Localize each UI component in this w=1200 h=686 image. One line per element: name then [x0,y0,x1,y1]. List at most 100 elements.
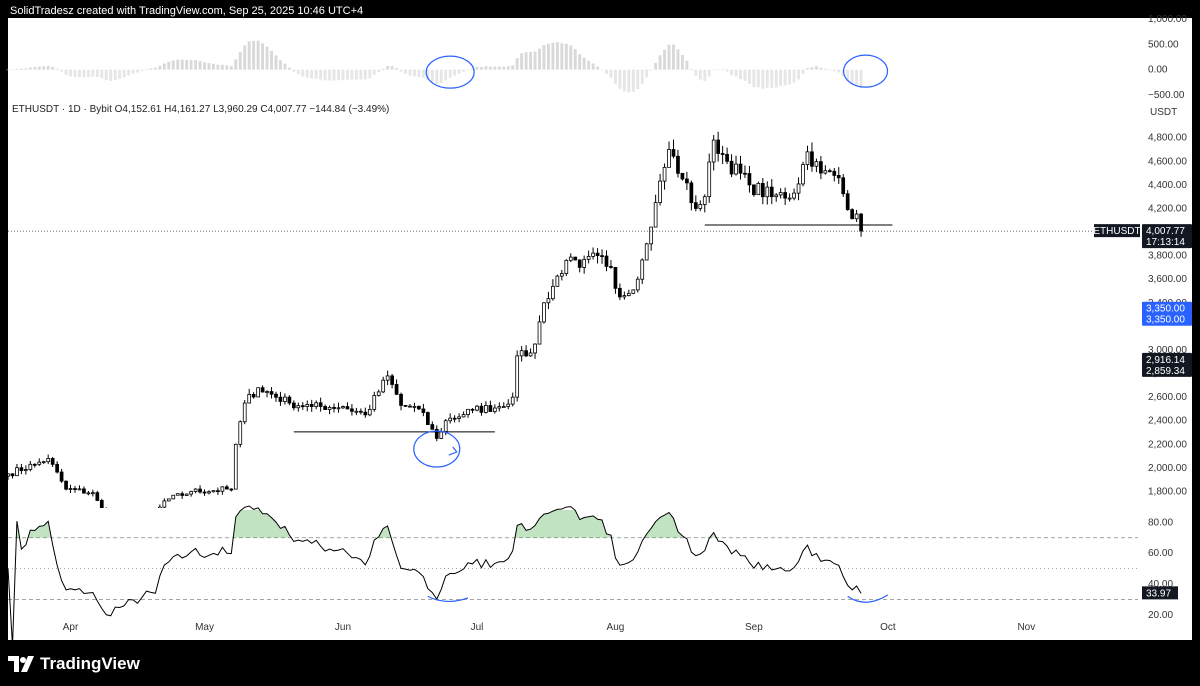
price-candle [15,463,19,477]
candle-body-up [653,202,658,228]
price-candle [760,177,765,205]
price-candle [367,404,372,417]
oscillator-bar [86,69,90,78]
price-candle [318,397,323,412]
candle-body-up [412,405,417,408]
candle-body-down [363,411,368,416]
candle-body-down [345,406,350,410]
candle-body-up [233,443,238,490]
price-candle [55,461,59,474]
oscillator-bar [497,66,501,70]
oscillator-bar [761,69,765,89]
price-candle [274,391,278,402]
price-candle [559,269,564,281]
candle-body-up [559,273,564,277]
price-candle [470,408,475,414]
oscillator-bar [395,68,399,70]
price-candle [211,490,216,493]
candle-body-down [202,491,207,494]
price-candle [229,488,234,492]
oscillator-bar [198,61,202,70]
oscillator-bar [158,65,162,70]
candle-body-down [287,396,292,404]
price-candle [158,504,162,508]
oscillator-bar [194,60,198,70]
oscillator-bar [55,68,59,70]
price-candle [385,370,390,386]
price-candle [792,188,796,201]
oscillator-bar [287,67,291,70]
candle-body-down [738,163,743,174]
candle-body-up [635,278,640,291]
oscillator-bar [837,69,841,73]
candle-body-up [510,396,515,405]
oscillator-bar [515,58,519,70]
candle-body-down [841,177,846,195]
price-candle [430,421,435,430]
oscillator-bar [78,69,81,78]
oscillator-bar [301,69,305,77]
candle-body-up [443,420,448,433]
candle-body-up [528,352,533,357]
oscillator-bar [448,69,452,78]
price-tick-label: 3,000.00 [1148,345,1187,356]
candle-body-down [595,252,600,257]
candle-body-down [769,186,774,198]
oscillator-bar [756,69,760,88]
oscillator-bar [810,67,814,70]
oscillator-bar [609,69,613,78]
oscillator-bar [569,45,573,70]
oscillator-bar [350,69,354,80]
price-candle [166,498,171,502]
candle-body-up [568,256,573,261]
candle-body-up [385,375,390,381]
month-tick-label: Nov [1017,622,1035,633]
oscillator-bar [341,69,345,80]
oscillator-bar [33,66,37,70]
brand-footer[interactable]: TradingView [8,652,140,676]
oscillator-bar [127,69,131,76]
price-badge: 3,350.003,350.00 [1142,301,1192,326]
price-candle [497,402,502,412]
price-candle [649,226,654,251]
oscillator-bar [345,69,349,80]
oscillator-bar [305,69,309,78]
candle-body-down [399,393,403,406]
price-candle [269,387,274,399]
candle-body-up [189,491,193,495]
candle-body-up [631,289,636,294]
candle-body-up [707,161,712,198]
oscillator-bar [19,68,23,70]
oscillator-bar [819,67,823,70]
oscillator-bar [153,67,157,70]
oscillator-bar [426,69,430,81]
oscillator-bar [337,69,340,81]
oscillator-bar [368,69,372,79]
price-candle [265,390,269,398]
candle-body-down [216,490,220,493]
price-candle [434,425,439,442]
candle-body-up [519,350,524,357]
month-tick-label: Jul [471,622,484,633]
price-candle [425,411,430,426]
oscillator-bar [488,66,492,70]
oscillator-bar [319,69,323,80]
oscillator-bar [542,45,546,70]
price-badge-value: 2,916.14 [1146,355,1185,366]
candle-body-down [573,256,578,261]
oscillator-bar [372,69,376,76]
candle-body-down [59,471,64,482]
candle-body-up [327,407,332,410]
oscillator-bar [399,69,403,72]
oscillator-bar [359,69,363,80]
price-candle [618,283,622,301]
oscillator-bar [51,66,55,70]
candle-body-down [32,463,37,466]
price-candle [738,155,743,180]
price-candle [461,411,466,418]
candle-body-up [41,461,46,464]
oscillator-bar [234,59,238,70]
price-candle [350,404,354,416]
